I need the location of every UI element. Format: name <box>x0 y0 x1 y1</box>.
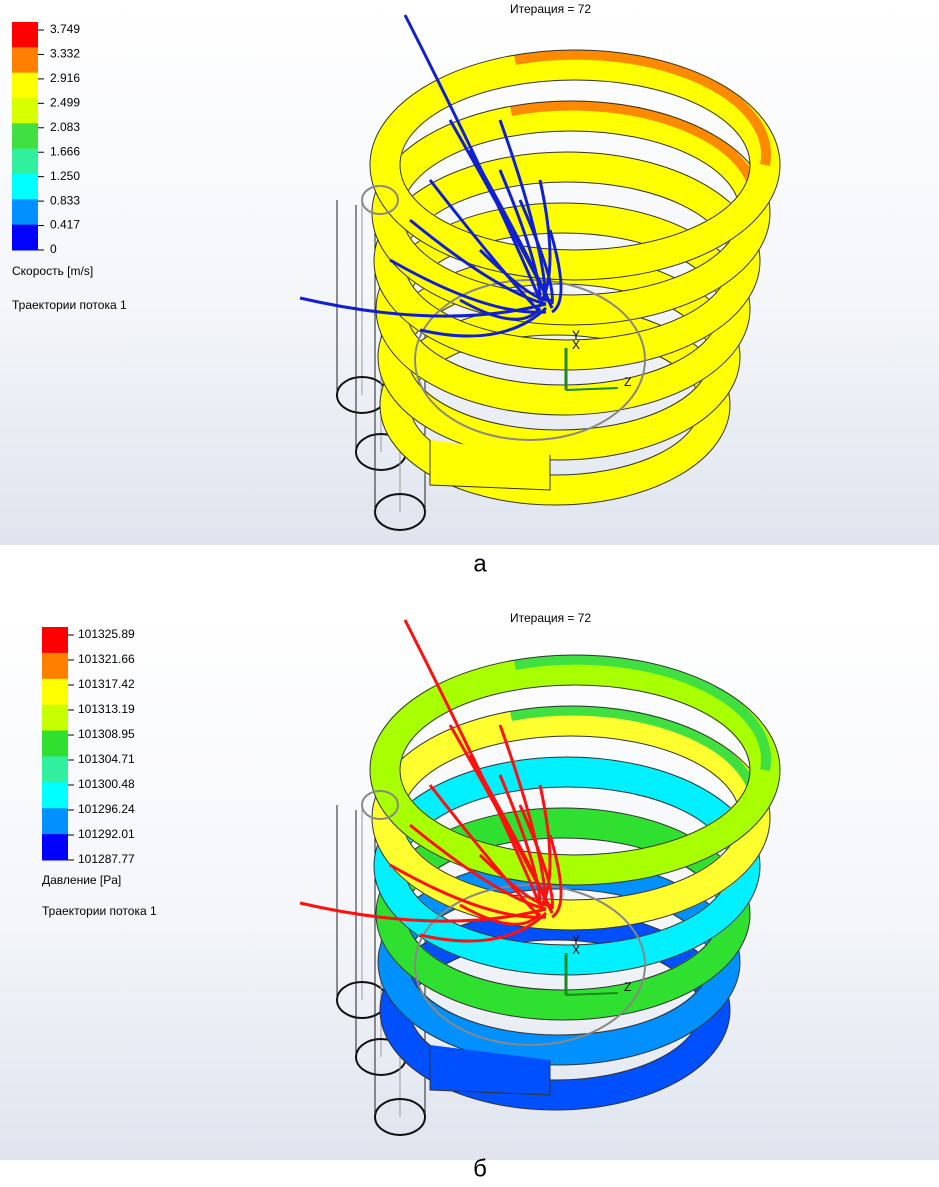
legend-label: 101308.95 <box>78 727 135 741</box>
legend-swatch <box>42 679 68 705</box>
legend-swatch <box>42 834 68 860</box>
legend-label: 1.250 <box>50 169 80 183</box>
legend-swatch <box>12 73 38 99</box>
legend-label: 101287.77 <box>78 852 135 866</box>
caption: а <box>473 550 487 577</box>
legend-label: 101292.01 <box>78 827 135 841</box>
legend-swatch <box>12 225 38 251</box>
legend-label: 0.833 <box>50 193 80 207</box>
legend-label: 101304.71 <box>78 752 135 766</box>
legend-swatch <box>42 756 68 782</box>
legend-swatch <box>12 174 38 200</box>
legend-swatch <box>12 47 38 73</box>
legend-label: 2.083 <box>50 120 80 134</box>
trajectory-label: Траектории потока 1 <box>42 904 157 918</box>
legend-label: 1.666 <box>50 144 80 158</box>
axis-label: Z <box>624 375 631 389</box>
figure: YXZ3.7493.3322.9162.4992.0831.6661.2500.… <box>0 0 939 1187</box>
legend-label: 101300.48 <box>78 777 135 791</box>
legend-label: 101313.19 <box>78 702 135 716</box>
legend-label: 101325.89 <box>78 627 135 641</box>
iteration-label: Итерация = 72 <box>510 611 591 625</box>
legend-swatch <box>42 705 68 731</box>
legend-swatch <box>42 627 68 653</box>
legend-swatch <box>42 808 68 834</box>
axis-label: X <box>572 338 580 352</box>
legend-label: 2.499 <box>50 96 80 110</box>
legend-swatch <box>42 731 68 757</box>
quantity-label: Скорость [m/s] <box>12 264 93 278</box>
legend-label: 3.749 <box>50 22 80 36</box>
legend-swatch <box>12 98 38 124</box>
quantity-label: Давление [Pa] <box>42 873 121 887</box>
axis-label: X <box>572 943 580 957</box>
legend-label: 101321.66 <box>78 652 135 666</box>
caption: б <box>473 1155 487 1182</box>
iteration-label: Итерация = 72 <box>510 2 591 16</box>
legend-swatch <box>12 199 38 225</box>
legend-swatch <box>42 653 68 679</box>
legend-swatch <box>12 22 38 48</box>
axis-label: Z <box>624 980 631 994</box>
legend-label: 101296.24 <box>78 802 135 816</box>
legend-swatch <box>12 149 38 175</box>
legend-swatch <box>12 123 38 149</box>
legend-label: 0 <box>50 242 57 256</box>
legend-label: 2.916 <box>50 71 80 85</box>
legend-swatch <box>42 782 68 808</box>
legend-label: 0.417 <box>50 218 80 232</box>
trajectory-label: Траектории потока 1 <box>12 298 127 312</box>
legend-label: 101317.42 <box>78 677 135 691</box>
legend-label: 3.332 <box>50 47 80 61</box>
